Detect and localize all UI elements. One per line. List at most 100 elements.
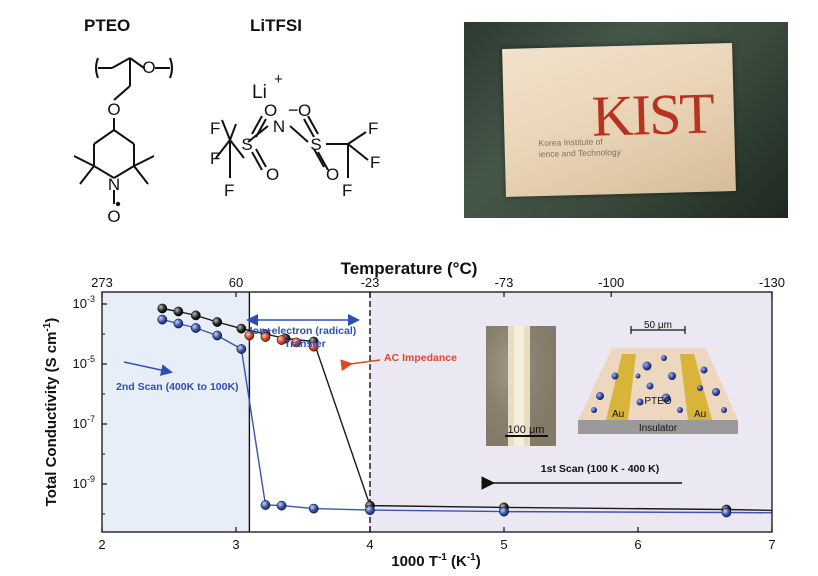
x-axis-title-sup: -1	[438, 552, 447, 563]
plot-frame	[101, 291, 773, 533]
top-tick-label: -100	[598, 275, 624, 290]
first-scan-label: 1st Scan (100 K - 400 K)	[541, 463, 659, 475]
pteo-o-ether: O	[107, 100, 120, 119]
y-tick-label: 10-7	[73, 414, 95, 431]
radical-dot	[115, 201, 121, 207]
data-point	[260, 332, 271, 342]
data-point	[308, 341, 319, 352]
kist-film-photo: KIST Korea Institute of ience and Techno…	[464, 22, 788, 218]
litfsi-title: LiTFSI	[250, 16, 302, 35]
top-tick-label: 60	[229, 275, 243, 290]
x-tick-label: 7	[768, 537, 775, 552]
device-scale-label: 50 μm	[644, 320, 672, 331]
x-tick-label: 2	[98, 537, 105, 552]
data-point	[365, 505, 375, 515]
x-tick-label: 3	[232, 537, 239, 552]
data-point	[190, 310, 201, 321]
s-atom-right: S	[310, 135, 321, 154]
top-tick-label: -73	[495, 275, 514, 290]
y-axis-title-base: Total Conductivity (S cm	[43, 332, 60, 507]
kist-caption-line2: ience and Technology	[538, 146, 622, 160]
x-tick-label: 6	[634, 537, 641, 552]
data-point	[291, 337, 302, 348]
ac-impedance-label: AC Impedance	[384, 352, 457, 364]
au-label-left: Au	[612, 409, 624, 420]
y-tick-label: 10-9	[73, 474, 95, 491]
ac-impedance-arrow	[340, 359, 381, 372]
li-symbol: Li	[252, 82, 267, 103]
top-axis-title: Temperature (°C)	[341, 259, 478, 278]
x-axis-title: 1000 T-1 (K-1)	[391, 552, 481, 570]
o-atom-3: O	[298, 101, 311, 120]
insulator-label: Insulator	[639, 423, 678, 434]
micrograph-scale-label: 100 μm	[508, 424, 545, 436]
pteo-label: PTEO	[644, 396, 671, 407]
data-point	[721, 507, 732, 518]
top-tick-label: -23	[361, 275, 380, 290]
top-tick-label: -130	[759, 275, 785, 290]
au-electrode-right	[680, 354, 712, 420]
o-atom-2: O	[266, 165, 279, 184]
data-point	[244, 330, 255, 341]
radical-spheres	[591, 355, 727, 413]
data-point	[157, 314, 168, 325]
n-charge: −	[288, 100, 299, 120]
pteo-n: N	[108, 175, 120, 194]
ion-transfer-label-line2: Transfer	[284, 338, 325, 350]
f-atom-4: F	[368, 119, 378, 138]
f-atom-1: F	[210, 119, 220, 138]
pteo-structure: O O N O	[73, 57, 173, 226]
y-axis-title: Total Conductivity (S cm-1)	[42, 318, 60, 507]
pteo-o-backbone: O	[142, 58, 155, 77]
second-scan-arrow	[123, 361, 173, 376]
f-atom-5: F	[370, 153, 380, 172]
second-scan-label: 2nd Scan (400K to 100K)	[116, 381, 239, 393]
data-point	[236, 344, 247, 354]
data-point	[157, 303, 168, 314]
f-atom-2: F	[210, 149, 220, 168]
data-point	[276, 335, 287, 345]
y-axis-title-close: )	[43, 318, 60, 323]
au-electrode-left	[606, 354, 636, 420]
x-axis-title-base: 1000 T	[391, 553, 438, 570]
litfsi-structure: Li + F F F S O O N −	[210, 71, 380, 200]
data-point	[212, 317, 223, 327]
pteo-o-radical: O	[107, 207, 120, 226]
pteo-title: PTEO	[84, 16, 131, 35]
data-point	[499, 506, 509, 517]
top-tick-label: 273	[91, 275, 113, 290]
x-axis-title-unit: (K	[447, 553, 467, 570]
ac-impedance-series	[244, 330, 319, 352]
y-tick-label: 10-5	[73, 354, 95, 371]
o-atom-1: O	[264, 101, 277, 120]
li-charge: +	[274, 71, 283, 88]
o-atom-4: O	[326, 165, 339, 184]
x-axis-title-unit-sup: -1	[467, 552, 476, 563]
data-point	[173, 306, 184, 317]
f-atom-3: F	[224, 181, 234, 200]
ion-transfer-label-line1: Ion+electron (radical)	[250, 325, 357, 337]
data-point	[276, 500, 287, 511]
second-scan-series	[157, 314, 773, 518]
n-atom: N	[273, 117, 285, 136]
insulator-substrate	[578, 420, 738, 434]
s-atom-left: S	[241, 135, 252, 154]
au-label-right: Au	[694, 409, 706, 420]
data-point	[308, 503, 319, 514]
y-axis-title-sup: -1	[42, 322, 53, 331]
low-temperature-region	[102, 292, 250, 532]
kist-caption: Korea Institute of ience and Technology	[538, 135, 649, 160]
x-axis-title-close: )	[476, 553, 481, 570]
x-tick-label: 4	[366, 537, 373, 552]
data-point	[236, 323, 247, 334]
device-schematic-inset: 50 μm Au Au PTEO Insulator	[578, 320, 738, 434]
data-point	[173, 318, 184, 329]
y-tick-label: 10-3	[73, 294, 95, 311]
f-atom-6: F	[342, 181, 352, 200]
data-point	[260, 500, 271, 510]
micrograph-inset: 100 μm	[486, 326, 556, 446]
x-tick-label: 5	[500, 537, 507, 552]
film-card: KIST Korea Institute of ience and Techno…	[502, 43, 736, 197]
data-point	[190, 323, 201, 333]
